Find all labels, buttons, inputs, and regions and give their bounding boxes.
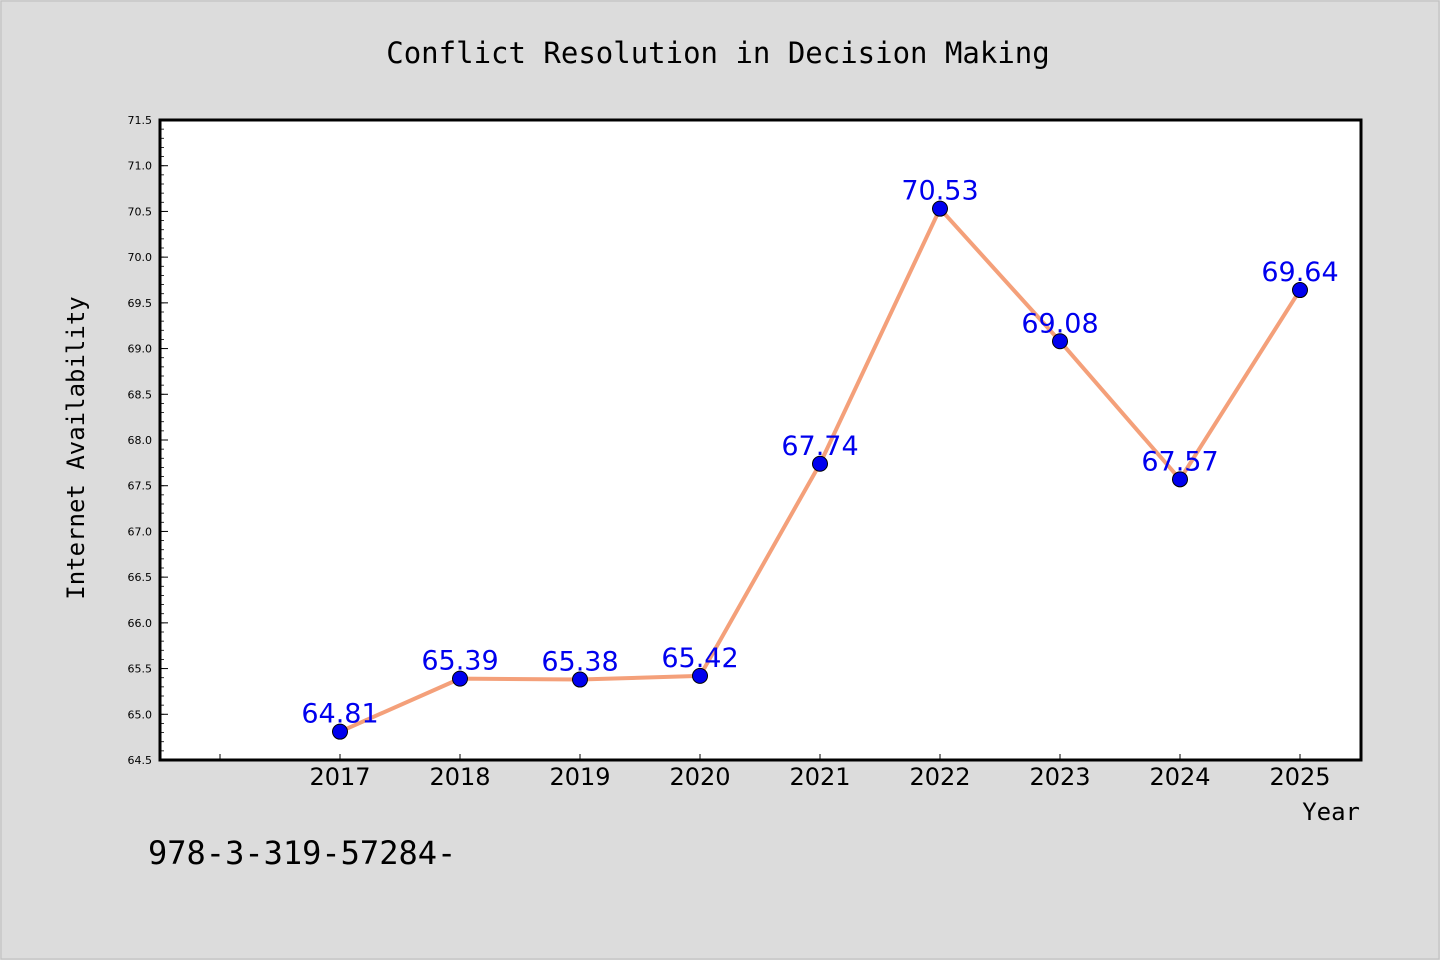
y-tick-label: 64.5: [128, 754, 153, 767]
y-tick-label: 67.0: [128, 525, 153, 538]
data-label: 65.39: [421, 646, 498, 677]
y-tick-label: 68.5: [128, 388, 153, 401]
x-tick-label: 2025: [1269, 763, 1330, 791]
data-label: 64.81: [301, 699, 378, 730]
x-tick-label: 2021: [789, 763, 850, 791]
y-axis-label: Internet Availability: [62, 296, 90, 599]
x-tick-label: 2017: [309, 763, 370, 791]
data-label: 69.64: [1261, 257, 1338, 288]
y-axis: 64.5 65.0 65.5 66.0 66.5 67.0 67.5 68.0 68.5 69.0…: [128, 114, 168, 767]
y-tick-label: 69.5: [128, 297, 153, 310]
data-point: [1292, 282, 1308, 299]
footer-text: 978-3-319-57284-: [148, 834, 456, 872]
series-layer: 64.81 65.39 65.38 65.42 67.74 70.53 69.08 67.57…: [301, 176, 1339, 740]
x-tick-label: 2019: [549, 763, 610, 791]
data-label: 67.57: [1141, 446, 1218, 477]
data-point: [932, 200, 948, 217]
data-label: 67.74: [781, 431, 858, 462]
x-tick-label: 2023: [1029, 763, 1090, 791]
data-label: 65.42: [661, 643, 738, 674]
y-tick-label: 66.5: [128, 571, 153, 584]
y-tick-label: 68.0: [128, 434, 153, 447]
y-tick-label: 70.5: [128, 205, 153, 218]
data-label: 69.08: [1021, 308, 1098, 339]
x-axis-label: Year: [1302, 798, 1360, 826]
chart-title: Conflict Resolution in Decision Making: [386, 36, 1049, 70]
y-tick-label: 71.5: [128, 114, 153, 127]
x-tick-label: 2022: [909, 763, 970, 791]
x-tick-label: 2018: [429, 763, 490, 791]
x-tick-label: 2024: [1149, 763, 1210, 791]
data-label: 65.38: [541, 647, 618, 678]
data-point: [452, 670, 468, 687]
y-tick-label: 71.0: [128, 160, 153, 173]
x-tick-label: 2020: [669, 763, 730, 791]
y-tick-label: 69.0: [128, 343, 153, 356]
data-label: 70.53: [901, 176, 978, 207]
y-tick-label: 67.5: [128, 480, 153, 493]
y-tick-label: 65.0: [128, 708, 153, 721]
data-point: [332, 723, 348, 740]
data-point: [572, 671, 588, 688]
data-point: [1172, 471, 1188, 488]
plot-area: [158, 118, 1363, 762]
y-tick-label: 66.0: [128, 617, 153, 630]
x-axis: 2017 2018 2019 2020 2021 2022 2023 2024 2025: [219, 754, 1331, 791]
y-tick-label: 70.0: [128, 251, 153, 264]
y-tick-label: 65.5: [128, 663, 153, 676]
data-point: [1052, 333, 1068, 350]
data-point: [812, 455, 828, 472]
data-point: [692, 667, 708, 684]
